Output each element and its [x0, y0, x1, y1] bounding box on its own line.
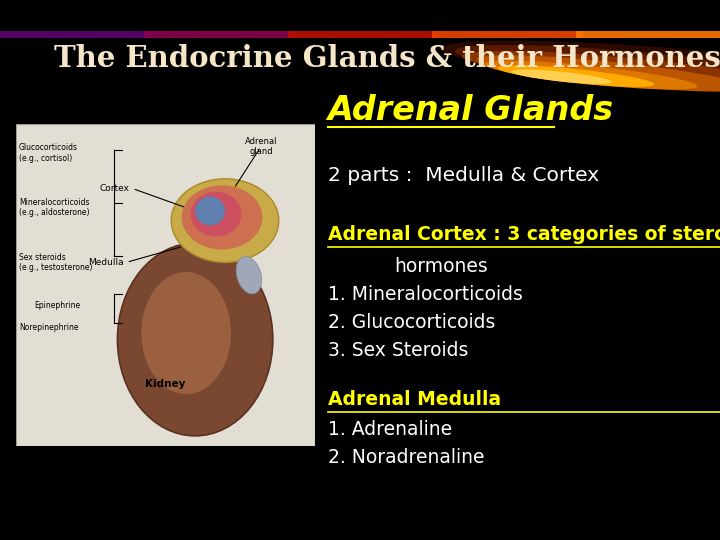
- Ellipse shape: [483, 60, 698, 90]
- Text: 2. Noradrenaline: 2. Noradrenaline: [328, 448, 484, 467]
- Ellipse shape: [171, 179, 279, 262]
- Text: 1. Adrenaline: 1. Adrenaline: [328, 420, 451, 439]
- Text: Norepinephrine: Norepinephrine: [19, 323, 78, 333]
- Text: Epinephrine: Epinephrine: [34, 301, 80, 310]
- Text: Mineralocorticoids
(e.g., aldosterone): Mineralocorticoids (e.g., aldosterone): [19, 198, 89, 218]
- Text: Adrenal Glands: Adrenal Glands: [328, 94, 613, 127]
- Text: hormones: hormones: [395, 256, 488, 276]
- Bar: [0, 31, 151, 38]
- Bar: [576, 31, 720, 38]
- Text: 1. Mineralocorticoids: 1. Mineralocorticoids: [328, 285, 523, 304]
- Ellipse shape: [441, 40, 720, 91]
- Ellipse shape: [181, 185, 262, 249]
- Text: Glucocorticoids
(e.g., cortisol): Glucocorticoids (e.g., cortisol): [19, 144, 78, 163]
- Text: Kidney: Kidney: [145, 380, 186, 389]
- Bar: [432, 31, 583, 38]
- Bar: [144, 31, 295, 38]
- Ellipse shape: [462, 51, 720, 91]
- Ellipse shape: [117, 243, 273, 436]
- Text: Cortex: Cortex: [99, 184, 130, 193]
- Text: The Endocrine Glands & their Hormones: The Endocrine Glands & their Hormones: [54, 44, 720, 73]
- Ellipse shape: [191, 192, 241, 237]
- Ellipse shape: [512, 70, 611, 84]
- Text: Medulla: Medulla: [88, 258, 123, 267]
- Text: 3. Sex Steroids: 3. Sex Steroids: [328, 341, 468, 360]
- Ellipse shape: [477, 55, 720, 92]
- Ellipse shape: [455, 45, 720, 92]
- Ellipse shape: [195, 197, 225, 225]
- Text: Adrenal
gland: Adrenal gland: [245, 137, 277, 157]
- Text: 2 parts :  Medulla & Cortex: 2 parts : Medulla & Cortex: [328, 166, 599, 185]
- Bar: [288, 31, 439, 38]
- Ellipse shape: [141, 272, 231, 394]
- Text: 2. Glucocorticoids: 2. Glucocorticoids: [328, 313, 495, 332]
- Text: Adrenal Medulla: Adrenal Medulla: [328, 390, 500, 409]
- Ellipse shape: [498, 65, 654, 87]
- Ellipse shape: [236, 256, 261, 294]
- Text: Adrenal Cortex : 3 categories of steroid: Adrenal Cortex : 3 categories of steroid: [328, 225, 720, 245]
- Text: Sex steroids
(e.g., testosterone): Sex steroids (e.g., testosterone): [19, 253, 92, 272]
